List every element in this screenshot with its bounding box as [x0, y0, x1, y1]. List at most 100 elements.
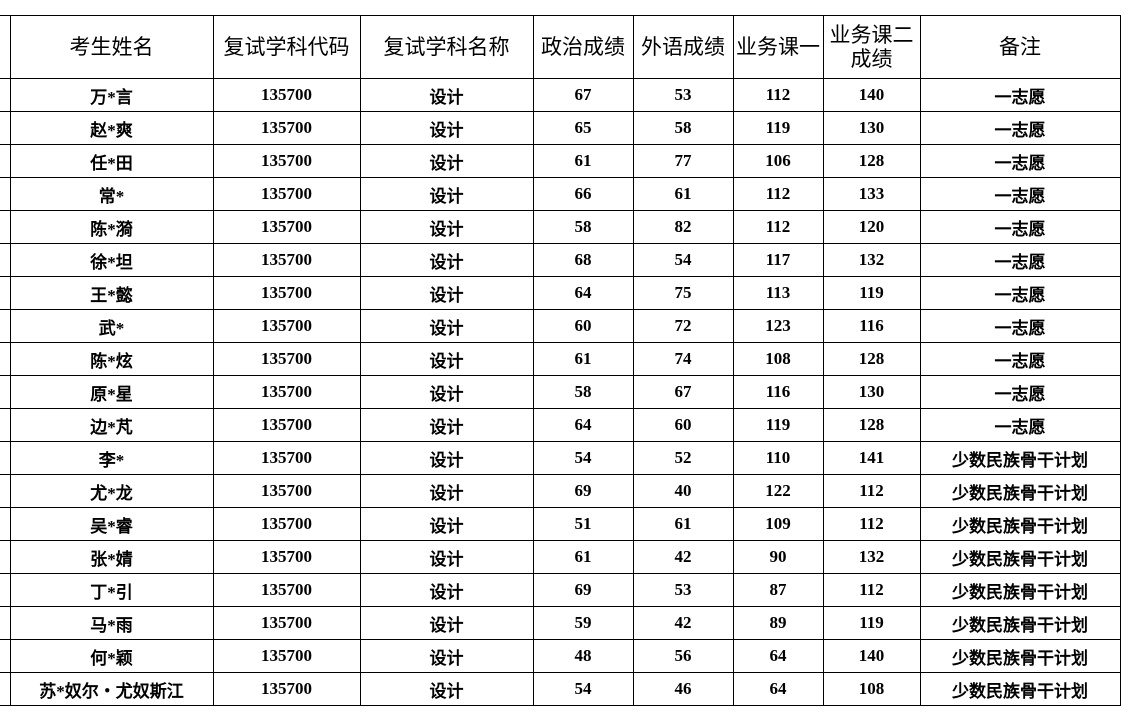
table-cell: 67: [532, 78, 634, 112]
table-row: 王*懿 135700 设计 64 75 113 119 一志愿: [0, 276, 1121, 310]
table-cell: 设计: [359, 375, 534, 409]
table-cell: 吴*睿: [9, 507, 214, 541]
table-cell: 130: [822, 111, 921, 145]
table-cell: 119: [732, 111, 824, 145]
table-row: 徐*坦 135700 设计 68 54 117 132 一志愿: [0, 243, 1121, 277]
table-cell: 设计: [359, 474, 534, 508]
table-cell: 135700: [212, 441, 361, 475]
table-cell: 56: [632, 639, 734, 673]
edge-cell: [0, 606, 11, 640]
table-cell: 135700: [212, 672, 361, 706]
table-cell: 135700: [212, 573, 361, 607]
header-cell: 政治成绩: [532, 15, 634, 79]
table-cell: 54: [532, 441, 634, 475]
table-cell: 边*芃: [9, 408, 214, 442]
table-cell: 设计: [359, 639, 534, 673]
table-row: 武* 135700 设计 60 72 123 116 一志愿: [0, 309, 1121, 343]
table-cell: 51: [532, 507, 634, 541]
table-cell: 106: [732, 144, 824, 178]
header-cell: 复试学科代码: [212, 15, 361, 79]
table-cell: 108: [732, 342, 824, 376]
table-cell: 112: [822, 507, 921, 541]
table-cell: 李*: [9, 441, 214, 475]
table-cell: 64: [732, 639, 824, 673]
table-cell: 丁*引: [9, 573, 214, 607]
table-cell: 一志愿: [919, 210, 1121, 244]
table-cell: 陈*漪: [9, 210, 214, 244]
table-cell: 135700: [212, 177, 361, 211]
table-cell: 135700: [212, 408, 361, 442]
table-cell: 设计: [359, 78, 534, 112]
table-cell: 少数民族骨干计划: [919, 573, 1121, 607]
table-cell: 132: [822, 540, 921, 574]
table-cell: 万*言: [9, 78, 214, 112]
table-cell: 128: [822, 408, 921, 442]
table-cell: 一志愿: [919, 243, 1121, 277]
table-cell: 74: [632, 342, 734, 376]
table-cell: 130: [822, 375, 921, 409]
table-cell: 64: [532, 276, 634, 310]
table-cell: 108: [822, 672, 921, 706]
table-cell: 112: [732, 210, 824, 244]
table-cell: 123: [732, 309, 824, 343]
table-cell: 140: [822, 78, 921, 112]
table-cell: 设计: [359, 210, 534, 244]
table-cell: 马*雨: [9, 606, 214, 640]
table-cell: 何*颖: [9, 639, 214, 673]
header-cell: 业务课一: [732, 15, 824, 79]
edge-cell: [0, 507, 11, 541]
table-cell: 109: [732, 507, 824, 541]
table-cell: 112: [822, 573, 921, 607]
table-cell: 135700: [212, 375, 361, 409]
table-cell: 少数民族骨干计划: [919, 639, 1121, 673]
edge-cell: [0, 78, 11, 112]
table-cell: 135700: [212, 474, 361, 508]
table-row: 吴*睿 135700 设计 51 61 109 112 少数民族骨干计划: [0, 507, 1121, 541]
table-cell: 设计: [359, 144, 534, 178]
table-cell: 135700: [212, 606, 361, 640]
edge-cell: [0, 15, 11, 79]
table-cell: 张*婧: [9, 540, 214, 574]
table-cell: 58: [632, 111, 734, 145]
table-cell: 112: [822, 474, 921, 508]
table-cell: 60: [532, 309, 634, 343]
table-cell: 设计: [359, 243, 534, 277]
table-cell: 122: [732, 474, 824, 508]
table-cell: 135700: [212, 342, 361, 376]
table-cell: 设计: [359, 441, 534, 475]
table-cell: 82: [632, 210, 734, 244]
table-cell: 设计: [359, 177, 534, 211]
table-cell: 61: [532, 540, 634, 574]
table-cell: 61: [632, 177, 734, 211]
table-cell: 90: [732, 540, 824, 574]
score-table: 考生姓名 复试学科代码 复试学科名称 政治成绩 外语成绩 业务课一 业务课二成绩 备注 万*言…: [0, 15, 1121, 706]
table-cell: 54: [632, 243, 734, 277]
table-cell: 设计: [359, 342, 534, 376]
table-cell: 54: [532, 672, 634, 706]
table-cell: 128: [822, 342, 921, 376]
table-cell: 少数民族骨干计划: [919, 606, 1121, 640]
header-cell: 复试学科名称: [359, 15, 534, 79]
table-row: 何*颖 135700 设计 48 56 64 140 少数民族骨干计划: [0, 639, 1121, 673]
table-cell: 87: [732, 573, 824, 607]
table-cell: 常*: [9, 177, 214, 211]
table-cell: 135700: [212, 507, 361, 541]
table-cell: 尤*龙: [9, 474, 214, 508]
table-cell: 苏*奴尔・尤奴斯江: [9, 672, 214, 706]
table-cell: 53: [632, 573, 734, 607]
edge-cell: [0, 474, 11, 508]
table-cell: 一志愿: [919, 342, 1121, 376]
table-cell: 135700: [212, 540, 361, 574]
header-row: 考生姓名 复试学科代码 复试学科名称 政治成绩 外语成绩 业务课一 业务课二成绩 备注: [0, 15, 1121, 79]
table-cell: 设计: [359, 111, 534, 145]
table-cell: 设计: [359, 606, 534, 640]
table-cell: 少数民族骨干计划: [919, 672, 1121, 706]
table-cell: 46: [632, 672, 734, 706]
table-cell: 112: [732, 177, 824, 211]
table-cell: 一志愿: [919, 111, 1121, 145]
table-cell: 徐*坦: [9, 243, 214, 277]
header-cell: 外语成绩: [632, 15, 734, 79]
table-cell: 140: [822, 639, 921, 673]
table-cell: 89: [732, 606, 824, 640]
table-cell: 68: [532, 243, 634, 277]
